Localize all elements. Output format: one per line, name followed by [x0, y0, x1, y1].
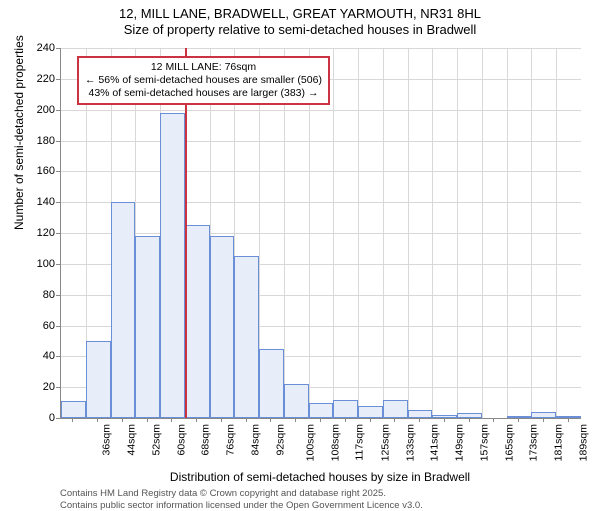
y-tick-label: 120 — [15, 227, 55, 239]
histogram-bar — [507, 416, 532, 418]
plot-area: 12 MILL LANE: 76sqm ← 56% of semi-detach… — [60, 48, 581, 419]
x-tick-label: 173sqm — [528, 424, 540, 461]
x-axis-label: Distribution of semi-detached houses by … — [60, 470, 580, 484]
x-tick-label: 108sqm — [330, 424, 342, 461]
histogram-bar — [234, 256, 259, 418]
info-box-line2: ← 56% of semi-detached houses are smalle… — [85, 74, 322, 87]
histogram-bar — [61, 401, 86, 418]
histogram-bar — [86, 341, 111, 418]
x-tick-label: 181sqm — [552, 424, 564, 461]
histogram-bar — [333, 400, 358, 419]
chart-title-line1: 12, MILL LANE, BRADWELL, GREAT YARMOUTH,… — [0, 6, 600, 21]
histogram-bar — [432, 415, 457, 418]
x-tick-label: 92sqm — [274, 424, 286, 456]
x-tick-label: 141sqm — [429, 424, 441, 461]
y-tick-label: 40 — [15, 350, 55, 362]
histogram-bar — [135, 236, 160, 418]
y-tick-label: 60 — [15, 320, 55, 332]
x-tick-label: 125sqm — [379, 424, 391, 461]
y-tick-label: 160 — [15, 165, 55, 177]
histogram-bar — [358, 406, 383, 418]
histogram-bar — [284, 384, 309, 418]
footer-line1: Contains HM Land Registry data © Crown c… — [60, 488, 386, 499]
y-tick-label: 180 — [15, 135, 55, 147]
info-box-line3: 43% of semi-detached houses are larger (… — [85, 87, 322, 100]
x-tick-label: 117sqm — [354, 424, 366, 461]
info-box: 12 MILL LANE: 76sqm ← 56% of semi-detach… — [77, 56, 330, 105]
histogram-bar — [309, 403, 334, 418]
y-tick-label: 240 — [15, 42, 55, 54]
x-tick-label: 52sqm — [150, 424, 162, 456]
x-tick-label: 100sqm — [305, 424, 317, 461]
histogram-bar — [383, 400, 408, 419]
histogram-bar — [457, 413, 482, 418]
y-tick-label: 20 — [15, 381, 55, 393]
footer-line2: Contains public sector information licen… — [60, 500, 423, 511]
info-box-line1: 12 MILL LANE: 76sqm — [85, 61, 322, 74]
x-tick-label: 36sqm — [101, 424, 113, 456]
histogram-bar — [408, 410, 433, 418]
chart-title-line2: Size of property relative to semi-detach… — [0, 22, 600, 37]
x-tick-label: 44sqm — [126, 424, 138, 456]
x-tick-label: 76sqm — [225, 424, 237, 456]
histogram-bar — [556, 416, 581, 418]
histogram-bar — [160, 113, 185, 418]
y-tick-label: 140 — [15, 196, 55, 208]
y-tick-label: 80 — [15, 289, 55, 301]
y-tick-label: 0 — [15, 412, 55, 424]
chart-container: 12, MILL LANE, BRADWELL, GREAT YARMOUTH,… — [0, 0, 600, 500]
x-tick-label: 157sqm — [478, 424, 490, 461]
histogram-bar — [111, 202, 136, 418]
histogram-bar — [531, 412, 556, 418]
x-tick-label: 189sqm — [577, 424, 589, 461]
histogram-bar — [210, 236, 235, 418]
x-tick-label: 133sqm — [404, 424, 416, 461]
x-tick-label: 60sqm — [175, 424, 187, 456]
x-tick-label: 84sqm — [249, 424, 261, 456]
histogram-bar — [259, 349, 284, 418]
y-tick-label: 200 — [15, 104, 55, 116]
x-tick-label: 149sqm — [453, 424, 465, 461]
histogram-bar — [185, 225, 210, 418]
x-tick-label: 68sqm — [200, 424, 212, 456]
y-tick-label: 100 — [15, 258, 55, 270]
y-tick-label: 220 — [15, 73, 55, 85]
x-tick-label: 165sqm — [503, 424, 515, 461]
